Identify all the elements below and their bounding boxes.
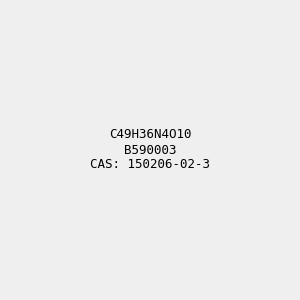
Text: C49H36N4O10
B590003
CAS: 150206-02-3: C49H36N4O10 B590003 CAS: 150206-02-3 <box>90 128 210 172</box>
